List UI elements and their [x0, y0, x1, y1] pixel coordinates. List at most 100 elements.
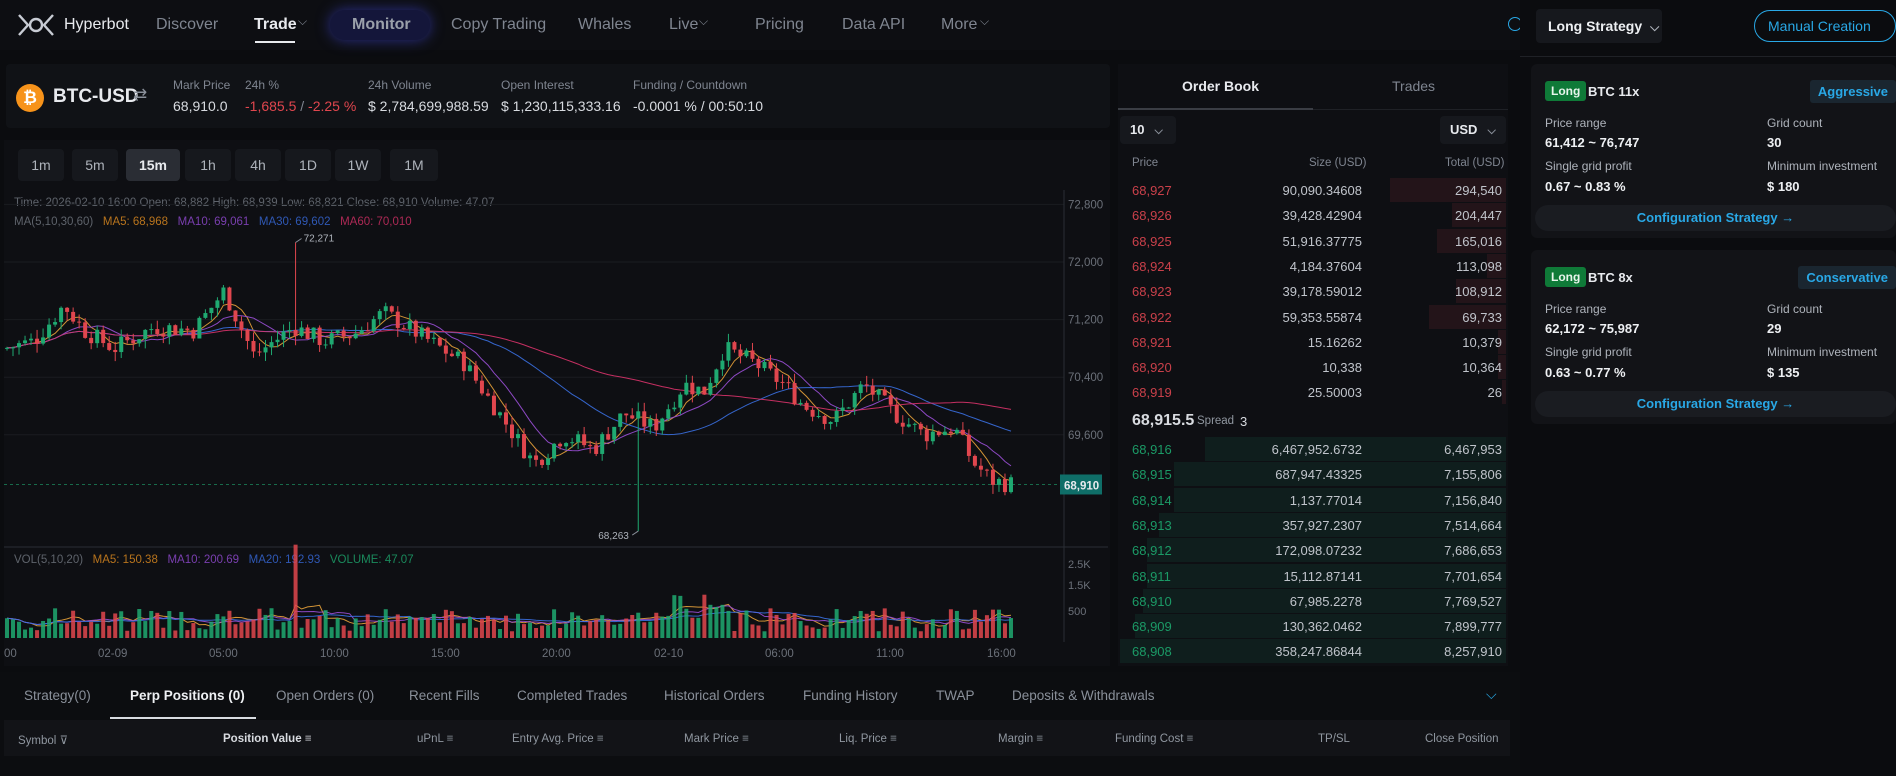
- candle-body: [846, 407, 851, 409]
- configuration-strategy-button[interactable]: Configuration Strategy →: [1535, 205, 1896, 231]
- bid-total: 7,899,777: [1444, 619, 1502, 635]
- tab-trades[interactable]: Trades: [1392, 78, 1436, 94]
- bid-row[interactable]: 68,915 687,947.43325 7,155,806: [1120, 462, 1506, 487]
- col-margin[interactable]: Margin ≡: [998, 733, 1043, 745]
- ask-row[interactable]: 68,926 39,428.42904 204,447: [1120, 203, 1506, 228]
- col-mark-price[interactable]: Mark Price ≡: [684, 733, 749, 745]
- nav-trade[interactable]: Trade: [254, 16, 297, 33]
- price-range-label: Price range: [1545, 302, 1607, 316]
- volume-bar: [149, 610, 154, 638]
- tab-funding-history[interactable]: Funding History: [803, 688, 898, 703]
- ask-row[interactable]: 68,922 59,353.55874 69,733: [1120, 304, 1506, 329]
- tab-deposits-withdrawals[interactable]: Deposits & Withdrawals: [1012, 688, 1155, 703]
- nav-monitor[interactable]: Monitor: [352, 16, 411, 33]
- depth-select[interactable]: 10 ⌵: [1120, 116, 1176, 144]
- bid-row[interactable]: 68,913 357,927.2307 7,514,664: [1120, 512, 1506, 537]
- ask-row[interactable]: 68,923 39,178.59012 108,912: [1120, 279, 1506, 304]
- brand-logo[interactable]: Hyperbot: [16, 11, 129, 39]
- unit-select[interactable]: USD ⌵: [1440, 116, 1506, 144]
- candle-body: [305, 327, 310, 339]
- timeframe-15m[interactable]: 15m: [126, 149, 180, 181]
- volume-bar: [89, 621, 94, 638]
- volume-bar: [191, 623, 196, 638]
- timeframe-1d[interactable]: 1D: [285, 149, 331, 181]
- strategy-select[interactable]: Long Strategy ⌵: [1536, 9, 1662, 43]
- timeframe-1h[interactable]: 1h: [185, 149, 231, 181]
- volume-bar: [948, 609, 953, 638]
- candle-body: [197, 317, 202, 339]
- ask-row[interactable]: 68,927 90,090.34608 294,540: [1120, 178, 1506, 202]
- candle-body: [564, 443, 569, 447]
- bid-row[interactable]: 68,910 67,985.2278 7,769,527: [1120, 588, 1506, 613]
- vma5-value: MA5: 150.38: [92, 554, 158, 566]
- timeframe-5m[interactable]: 5m: [72, 149, 118, 181]
- ask-row[interactable]: 68,925 51,916.37775 165,016: [1120, 228, 1506, 253]
- tab-strategy[interactable]: Strategy(0): [24, 688, 91, 703]
- tab-historical-orders[interactable]: Historical Orders: [664, 688, 765, 703]
- candle-body: [29, 338, 34, 341]
- tab-completed-trades[interactable]: Completed Trades: [517, 688, 628, 703]
- volume-bar: [708, 604, 713, 638]
- nav-copy-trading[interactable]: Copy Trading: [451, 16, 547, 33]
- ask-row[interactable]: 68,924 4,184.37604 113,098: [1120, 253, 1506, 278]
- volume-bar: [425, 618, 430, 638]
- sort-icon: ≡: [1036, 733, 1044, 745]
- bid-row[interactable]: 68,911 15,112.87141 7,701,654: [1120, 563, 1506, 588]
- timeframe-1m[interactable]: 1m: [18, 149, 64, 181]
- nav-more[interactable]: More: [941, 16, 978, 33]
- timeframe-1w[interactable]: 1W: [335, 149, 381, 181]
- configuration-strategy-button[interactable]: Configuration Strategy →: [1535, 391, 1896, 417]
- tab-recent-fills[interactable]: Recent Fills: [409, 688, 480, 703]
- col-liq-price[interactable]: Liq. Price ≡: [839, 733, 897, 745]
- bid-row[interactable]: 68,908 358,247.86844 8,257,910: [1120, 639, 1506, 664]
- candle-body: [840, 407, 845, 411]
- nav-whales[interactable]: Whales: [578, 16, 632, 33]
- ask-row[interactable]: 68,919 25.50003 26: [1120, 380, 1506, 405]
- bid-row[interactable]: 68,916 6,467,952.6732 6,467,953: [1120, 437, 1506, 461]
- tab-twap[interactable]: TWAP: [936, 688, 975, 703]
- chevron-down-icon: ⌵: [1650, 20, 1660, 34]
- timeframe-1m-month[interactable]: 1M: [390, 149, 438, 181]
- ask-row[interactable]: 68,920 10,338 10,364: [1120, 355, 1506, 380]
- tab-order-book[interactable]: Order Book: [1182, 78, 1260, 94]
- candle-body: [341, 330, 346, 337]
- bid-row[interactable]: 68,909 130,362.0462 7,899,777: [1120, 614, 1506, 639]
- ask-row[interactable]: 68,921 15.16262 10,379: [1120, 329, 1506, 354]
- grid-profit-label: Single grid profit: [1545, 159, 1632, 173]
- tab-open-orders[interactable]: Open Orders (0): [276, 688, 375, 703]
- col-upnl[interactable]: uPnL ≡: [417, 733, 453, 745]
- ask-size: 39,428.42904: [1282, 208, 1362, 224]
- chevron-down-icon[interactable]: ⌵: [1486, 686, 1497, 702]
- col-symbol[interactable]: Symbol ⊽: [18, 733, 68, 747]
- pair-name[interactable]: BTC-USD: [53, 86, 139, 107]
- candle-body: [347, 336, 352, 339]
- candle-body: [71, 311, 76, 322]
- manual-creation-button[interactable]: Manual Creation: [1754, 10, 1896, 42]
- nav-live[interactable]: Live: [669, 16, 699, 33]
- swap-icon[interactable]: ⇄: [133, 85, 148, 104]
- col-funding-cost[interactable]: Funding Cost ≡: [1115, 733, 1193, 745]
- spread-label: Spread: [1197, 415, 1235, 427]
- volume-bar: [810, 627, 815, 638]
- volume-bar: [437, 622, 442, 638]
- volume-bar: [942, 625, 947, 638]
- col-entry-price[interactable]: Entry Avg. Price ≡: [512, 733, 604, 745]
- candlestick-chart[interactable]: 72,800 72,000 71,200 70,400 69,600 68,910 72,2…: [4, 190, 1108, 666]
- nav-data-api[interactable]: Data API: [842, 16, 906, 33]
- volume-bar: [71, 610, 76, 638]
- candle-body: [203, 313, 208, 318]
- timeframe-4h[interactable]: 4h: [235, 149, 281, 181]
- bid-row[interactable]: 68,914 1,137.77014 7,156,840: [1120, 487, 1506, 512]
- volume-bar: [281, 622, 286, 638]
- col-position-value[interactable]: Position Value ≡: [223, 733, 312, 745]
- candle-body: [864, 384, 869, 386]
- nav-discover[interactable]: Discover: [156, 16, 219, 33]
- volume-bar: [287, 620, 292, 638]
- volume-bar: [329, 627, 334, 638]
- bid-size: 130,362.0462: [1282, 619, 1362, 635]
- strategy-select-value: Long Strategy: [1548, 18, 1643, 34]
- nav-pricing[interactable]: Pricing: [755, 16, 804, 33]
- bid-row[interactable]: 68,912 172,098.07232 7,686,653: [1120, 538, 1506, 563]
- tab-perp-positions[interactable]: Perp Positions (0): [130, 688, 245, 703]
- candle-body: [5, 347, 9, 349]
